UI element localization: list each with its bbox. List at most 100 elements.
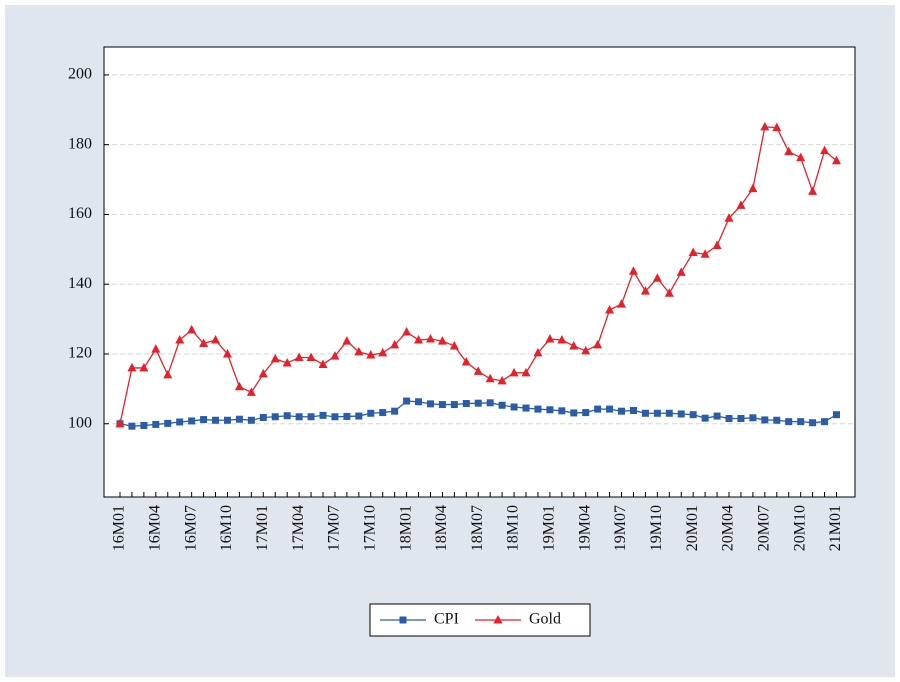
data-point — [617, 299, 627, 308]
y-tick-label: 200 — [68, 66, 92, 83]
data-point — [761, 416, 769, 424]
data-point — [569, 340, 579, 350]
x-tick-label: 19M10 — [648, 505, 665, 551]
data-point — [473, 366, 483, 375]
data-point — [164, 419, 172, 427]
data-point — [438, 401, 446, 409]
x-tick-label: 20M01 — [684, 505, 701, 551]
data-point — [653, 409, 661, 417]
legend-label: CPI — [434, 611, 459, 628]
data-point — [200, 416, 208, 424]
data-point — [331, 413, 339, 421]
data-point — [403, 397, 411, 405]
data-point — [212, 416, 220, 424]
data-point — [450, 401, 458, 409]
data-point — [330, 351, 340, 360]
data-point — [510, 403, 518, 411]
data-point — [558, 407, 566, 415]
data-point — [688, 247, 698, 256]
data-point — [629, 406, 637, 414]
data-point — [271, 413, 279, 421]
data-point — [498, 401, 506, 409]
data-point — [628, 266, 638, 275]
data-point — [437, 336, 447, 345]
legend-marker — [399, 616, 407, 624]
y-tick-label: 120 — [68, 345, 92, 362]
data-point — [140, 421, 148, 429]
plot-border — [103, 46, 856, 498]
data-point — [820, 145, 830, 155]
data-point — [736, 200, 746, 209]
data-point — [618, 407, 626, 415]
data-point — [128, 422, 136, 430]
data-point — [809, 419, 817, 427]
data-point — [773, 416, 781, 424]
data-point — [259, 413, 267, 421]
data-point — [749, 414, 757, 422]
data-point — [785, 418, 793, 426]
data-point — [188, 417, 196, 425]
plot-area — [104, 47, 855, 497]
y-tick-label: 140 — [68, 275, 92, 292]
data-point — [199, 338, 209, 348]
data-point — [700, 249, 710, 258]
data-point — [605, 305, 615, 314]
data-point — [342, 336, 352, 345]
data-point — [676, 267, 686, 276]
data-point — [582, 409, 590, 417]
data-point — [570, 409, 578, 417]
data-point — [796, 152, 806, 162]
data-point — [139, 362, 149, 372]
data-point — [737, 415, 745, 423]
data-point — [509, 367, 519, 377]
data-point — [593, 339, 603, 349]
data-point — [546, 406, 554, 414]
data-point — [211, 335, 221, 344]
x-tick-label: 19M04 — [576, 505, 593, 551]
data-point — [175, 335, 185, 344]
data-point — [283, 412, 291, 420]
data-point — [677, 410, 685, 418]
data-point — [521, 367, 531, 377]
data-point — [797, 418, 805, 426]
data-point — [821, 418, 829, 426]
data-point — [724, 213, 734, 222]
data-point — [343, 412, 351, 420]
x-tick-label: 18M07 — [469, 505, 486, 551]
x-tick-label: 20M07 — [756, 505, 773, 551]
data-point — [414, 335, 424, 344]
x-tick-label: 17M01 — [254, 505, 271, 551]
x-tick-label: 21M01 — [827, 505, 844, 551]
data-point — [223, 416, 231, 424]
data-point — [379, 409, 387, 417]
data-point — [318, 359, 328, 368]
data-point — [258, 368, 268, 378]
data-point — [152, 420, 160, 428]
x-tick-label: 16M10 — [218, 505, 235, 551]
x-tick-label: 17M07 — [326, 505, 343, 551]
data-point — [701, 414, 709, 422]
data-point — [725, 415, 733, 423]
data-point — [115, 418, 125, 428]
data-point — [425, 333, 435, 343]
data-point — [176, 418, 184, 426]
data-point — [760, 121, 770, 131]
x-tick-label: 18M04 — [433, 505, 450, 551]
data-point — [127, 362, 137, 372]
data-point — [665, 409, 673, 417]
x-tick-label: 18M10 — [505, 505, 522, 551]
data-point — [187, 324, 197, 334]
data-point — [640, 286, 650, 295]
x-tick-label: 18M01 — [397, 505, 414, 551]
x-tick-label: 19M07 — [612, 505, 629, 551]
x-tick-label: 19M01 — [541, 505, 558, 551]
data-point — [545, 333, 555, 343]
data-point — [235, 415, 243, 423]
x-tick-label: 16M07 — [182, 505, 199, 551]
data-point — [378, 347, 388, 357]
data-point — [402, 327, 412, 336]
x-tick-label: 17M10 — [361, 505, 378, 551]
data-point — [652, 273, 662, 282]
data-point — [282, 358, 292, 367]
x-tick-label: 16M01 — [111, 505, 128, 551]
